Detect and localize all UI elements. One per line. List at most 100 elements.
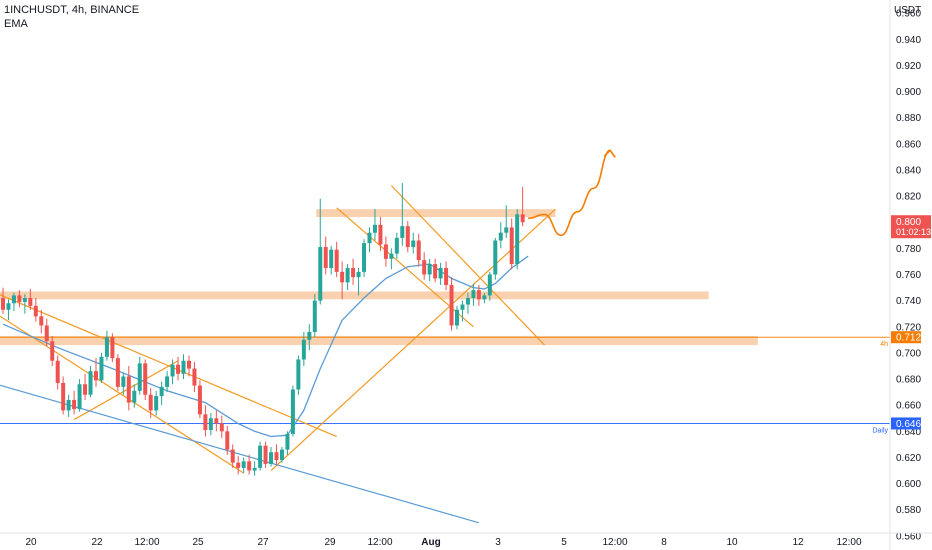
time-tick-label: 12:00 <box>836 537 861 548</box>
candle-body <box>498 232 503 241</box>
candle <box>115 354 120 391</box>
candle <box>165 371 170 393</box>
candle-body <box>236 462 241 468</box>
candle-body <box>438 267 443 279</box>
candle <box>28 288 33 310</box>
candle <box>66 394 71 417</box>
candle <box>186 355 191 377</box>
candle-body <box>405 226 410 248</box>
candle-body <box>400 226 405 238</box>
time-tick-label: 12:00 <box>134 537 159 548</box>
candle <box>61 376 66 415</box>
candle <box>258 441 263 471</box>
candle <box>329 245 334 275</box>
candle <box>99 352 104 383</box>
candle-body <box>504 227 509 233</box>
candle-body <box>296 359 301 390</box>
candle-body <box>389 253 394 259</box>
candle-body <box>72 399 77 410</box>
candle-body <box>351 267 356 278</box>
price-tick-label: 0.700 <box>896 348 921 359</box>
candle-body <box>449 284 454 326</box>
candle <box>312 294 317 338</box>
candle-body <box>33 305 38 317</box>
sr-zone <box>316 209 556 218</box>
candle <box>55 355 60 390</box>
candle-body <box>394 237 399 254</box>
candle-body <box>329 249 334 268</box>
candle <box>405 220 410 253</box>
candle-body <box>181 360 186 374</box>
candle-body <box>323 247 328 268</box>
candle-body <box>471 290 476 299</box>
time-tick-label: 29 <box>324 537 336 548</box>
candle <box>93 358 98 387</box>
candle <box>77 379 82 412</box>
candle-body <box>509 227 514 265</box>
level-badge <box>891 331 921 344</box>
candle-body <box>115 358 120 387</box>
candle <box>427 258 432 282</box>
candle <box>39 309 44 334</box>
candle <box>394 232 399 259</box>
candle-body <box>203 414 208 431</box>
candle <box>285 431 290 455</box>
current-price-label: 0.800 <box>896 217 921 228</box>
candle-body <box>279 449 284 461</box>
candle-body <box>444 267 449 285</box>
candle <box>110 333 115 363</box>
candle-body <box>367 232 372 244</box>
time-tick-label: 5 <box>561 537 567 548</box>
candle <box>126 365 131 411</box>
candle <box>455 305 460 330</box>
trendline <box>270 208 556 471</box>
candle-body <box>55 360 60 383</box>
candle-body <box>192 368 197 386</box>
sr-zone <box>0 335 758 346</box>
candle <box>449 277 454 331</box>
candle-body <box>487 274 492 296</box>
candle-body <box>427 264 432 275</box>
price-tick-label: 0.720 <box>896 322 921 333</box>
candle-body <box>422 260 427 275</box>
candle-body <box>104 337 109 357</box>
candle <box>197 380 202 419</box>
candle <box>33 298 38 322</box>
candle <box>279 446 284 463</box>
candle-body <box>383 244 388 259</box>
candle-body <box>252 467 257 471</box>
candle-body <box>482 295 487 300</box>
candle <box>132 384 137 408</box>
level-badge <box>891 417 921 430</box>
candle <box>351 258 356 285</box>
price-tick-label: 0.780 <box>896 244 921 255</box>
candle <box>192 362 197 393</box>
candle-body <box>170 364 175 377</box>
candle <box>433 258 438 283</box>
level-tag: 4h <box>880 341 888 348</box>
candle-body <box>290 389 295 434</box>
candle-body <box>11 295 16 304</box>
indicator-label[interactable]: EMA <box>4 18 28 30</box>
candle <box>356 267 361 296</box>
time-tick-label: 20 <box>25 537 37 548</box>
candle <box>225 426 230 455</box>
candle <box>176 356 181 381</box>
price-axis-currency: USDT <box>894 5 921 16</box>
countdown-label: 01:02:13 <box>896 227 931 237</box>
candle-body <box>476 290 481 300</box>
candle-body <box>77 384 82 410</box>
candle-body <box>515 214 520 265</box>
candle-body <box>247 461 252 471</box>
candle <box>290 385 295 437</box>
candle-body <box>269 452 274 464</box>
candle-body <box>83 384 88 395</box>
price-tick-label: 0.740 <box>896 296 921 307</box>
candle-body <box>258 445 263 468</box>
candle <box>471 283 476 306</box>
candle <box>121 372 126 395</box>
candle-body <box>455 309 460 326</box>
candle <box>1 287 5 314</box>
candle <box>143 359 148 400</box>
